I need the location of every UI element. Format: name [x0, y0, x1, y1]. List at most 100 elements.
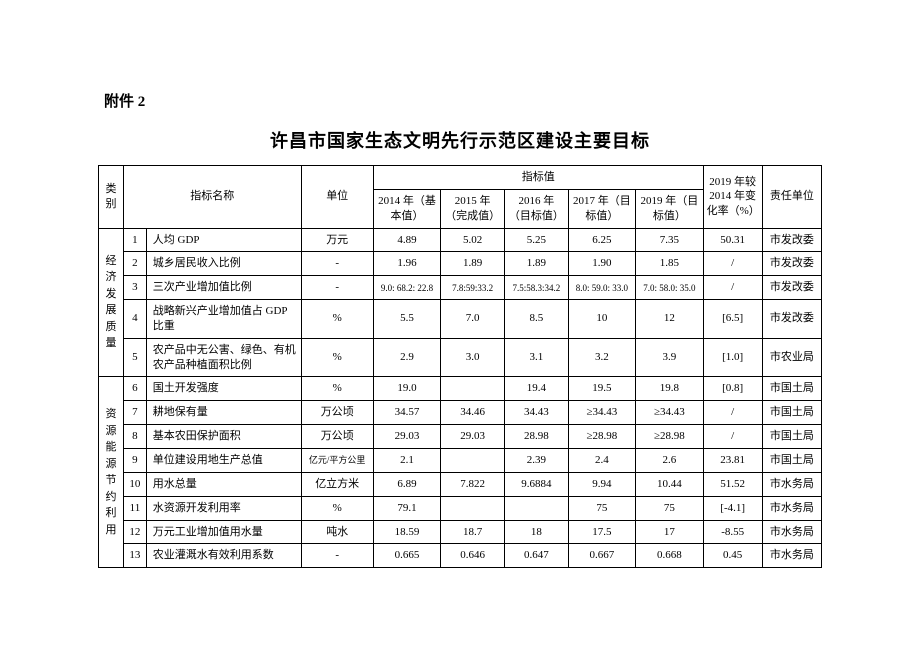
value-cell: 3.1	[504, 338, 568, 377]
indicator-name: 水资源开发利用率	[146, 496, 301, 520]
indicator-name: 人均 GDP	[146, 228, 301, 252]
th-change: 2019 年较 2014 年变化率（%）	[703, 166, 762, 229]
value-cell: 9.6884	[504, 472, 568, 496]
table-row: 9单位建设用地生产总值亿元/平方公里2.12.392.42.623.81市国土局	[99, 448, 822, 472]
responsible-cell: 市水务局	[762, 472, 821, 496]
indicator-name: 单位建设用地生产总值	[146, 448, 301, 472]
attachment-label: 附件 2	[104, 90, 822, 111]
value-cell: 10	[568, 300, 635, 339]
responsible-cell: 市农业局	[762, 338, 821, 377]
responsible-cell: 市国土局	[762, 425, 821, 449]
change-cell: [1.0]	[703, 338, 762, 377]
value-cell: 19.8	[636, 377, 703, 401]
value-cell: 6.25	[568, 228, 635, 252]
value-cell: 2.39	[504, 448, 568, 472]
unit-cell: 万公顷	[301, 401, 373, 425]
change-cell: [-4.1]	[703, 496, 762, 520]
value-cell	[441, 377, 505, 401]
value-cell: 79.1	[373, 496, 440, 520]
value-cell: 75	[568, 496, 635, 520]
th-category: 类别	[99, 166, 124, 229]
unit-cell: %	[301, 377, 373, 401]
row-number: 13	[124, 544, 147, 568]
responsible-cell: 市水务局	[762, 544, 821, 568]
value-cell: 7.0	[441, 300, 505, 339]
responsible-cell: 市国土局	[762, 377, 821, 401]
change-cell: /	[703, 401, 762, 425]
unit-cell: -	[301, 544, 373, 568]
table-row: 经济发展质量1人均 GDP万元4.895.025.256.257.3550.31…	[99, 228, 822, 252]
value-cell: 2.1	[373, 448, 440, 472]
value-cell: 1.89	[504, 252, 568, 276]
indicator-name: 万元工业增加值用水量	[146, 520, 301, 544]
table-row: 11水资源开发利用率%79.17575[-4.1]市水务局	[99, 496, 822, 520]
row-number: 3	[124, 276, 147, 300]
value-cell: 8.5	[504, 300, 568, 339]
value-cell: 19.0	[373, 377, 440, 401]
value-cell: 2.9	[373, 338, 440, 377]
indicator-name: 三次产业增加值比例	[146, 276, 301, 300]
value-cell: 5.02	[441, 228, 505, 252]
value-cell: 10.44	[636, 472, 703, 496]
value-cell: 0.668	[636, 544, 703, 568]
change-cell: 0.45	[703, 544, 762, 568]
change-cell: 51.52	[703, 472, 762, 496]
change-cell: 23.81	[703, 448, 762, 472]
value-cell: 2.4	[568, 448, 635, 472]
th-indicator-values: 指标值	[373, 166, 703, 190]
th-unit: 单位	[301, 166, 373, 229]
indicator-name: 用水总量	[146, 472, 301, 496]
value-cell	[504, 496, 568, 520]
table-row: 资源能源节约利用6国土开发强度%19.019.419.519.8[0.8]市国土…	[99, 377, 822, 401]
value-cell: 3.2	[568, 338, 635, 377]
table-row: 10用水总量亿立方米6.897.8229.68849.9410.4451.52市…	[99, 472, 822, 496]
value-cell: 1.96	[373, 252, 440, 276]
value-cell: 28.98	[504, 425, 568, 449]
row-number: 9	[124, 448, 147, 472]
table-row: 3三次产业增加值比例-9.0: 68.2: 22.87.8:59:33.27.5…	[99, 276, 822, 300]
table-row: 5农产品中无公害、绿色、有机农产品种植面积比例%2.93.03.13.23.9[…	[99, 338, 822, 377]
value-cell: 0.647	[504, 544, 568, 568]
responsible-cell: 市水务局	[762, 496, 821, 520]
value-cell: 0.665	[373, 544, 440, 568]
th-2014: 2014 年（基本值）	[373, 189, 440, 228]
indicator-name: 基本农田保护面积	[146, 425, 301, 449]
row-number: 2	[124, 252, 147, 276]
value-cell: 34.46	[441, 401, 505, 425]
value-cell: 6.89	[373, 472, 440, 496]
responsible-cell: 市国土局	[762, 448, 821, 472]
row-number: 11	[124, 496, 147, 520]
value-cell: ≥28.98	[568, 425, 635, 449]
indicator-name: 农业灌溉水有效利用系数	[146, 544, 301, 568]
unit-cell: %	[301, 496, 373, 520]
row-number: 12	[124, 520, 147, 544]
change-cell: /	[703, 276, 762, 300]
row-number: 6	[124, 377, 147, 401]
indicator-name: 国土开发强度	[146, 377, 301, 401]
value-cell: 19.5	[568, 377, 635, 401]
value-cell: 34.43	[504, 401, 568, 425]
row-number: 4	[124, 300, 147, 339]
row-number: 1	[124, 228, 147, 252]
th-indicator-name: 指标名称	[124, 166, 302, 229]
unit-cell: 万公顷	[301, 425, 373, 449]
table-row: 8基本农田保护面积万公顷29.0329.0328.98≥28.98≥28.98/…	[99, 425, 822, 449]
th-2016: 2016 年（目标值）	[504, 189, 568, 228]
change-cell: [6.5]	[703, 300, 762, 339]
value-cell: 18.7	[441, 520, 505, 544]
unit-cell: 万元	[301, 228, 373, 252]
change-cell: 50.31	[703, 228, 762, 252]
th-2019: 2019 年（目标值）	[636, 189, 703, 228]
change-cell: /	[703, 425, 762, 449]
th-responsible: 责任单位	[762, 166, 821, 229]
value-cell: ≥28.98	[636, 425, 703, 449]
indicator-name: 农产品中无公害、绿色、有机农产品种植面积比例	[146, 338, 301, 377]
value-cell: 29.03	[373, 425, 440, 449]
th-2015: 2015 年（完成值）	[441, 189, 505, 228]
value-cell: ≥34.43	[636, 401, 703, 425]
responsible-cell: 市发改委	[762, 276, 821, 300]
table-row: 13农业灌溉水有效利用系数-0.6650.6460.6470.6670.6680…	[99, 544, 822, 568]
unit-cell: -	[301, 252, 373, 276]
unit-cell: 亿元/平方公里	[301, 448, 373, 472]
responsible-cell: 市发改委	[762, 300, 821, 339]
